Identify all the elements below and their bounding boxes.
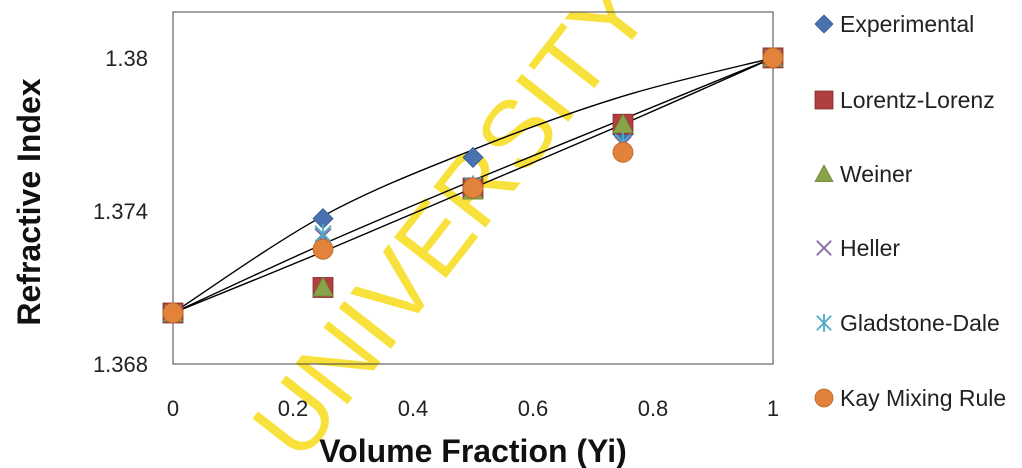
y-tick-label: 1.38 xyxy=(105,46,148,71)
legend-label-heller: Heller xyxy=(840,235,900,261)
x-tick-label: 0.2 xyxy=(278,396,309,421)
point-kay-mixing-rule-4 xyxy=(612,141,634,163)
legend-label-gladstone-dale: Gladstone-Dale xyxy=(840,310,1000,336)
x-axis-title: Volume Fraction (Yi) xyxy=(319,433,627,468)
y-tick-label: 1.374 xyxy=(93,199,148,224)
point-kay-mixing-rule-5 xyxy=(762,47,784,69)
x-tick-label: 0.4 xyxy=(398,396,429,421)
legend-marker-weiner xyxy=(814,164,834,183)
legend-marker-kay-mixing-rule xyxy=(814,388,834,408)
point-weiner-2 xyxy=(312,276,334,297)
legend-label-experimental: Experimental xyxy=(840,11,974,37)
x-tick-label: 0.8 xyxy=(638,396,669,421)
point-kay-mixing-rule-2 xyxy=(312,238,334,260)
legend-label-weiner: Weiner xyxy=(840,161,913,187)
point-kay-mixing-rule-1 xyxy=(162,302,184,324)
legend-marker-heller xyxy=(816,240,832,256)
x-tick-label: 0.6 xyxy=(518,396,549,421)
point-kay-mixing-rule-3 xyxy=(462,177,484,199)
point-experimental-3 xyxy=(462,146,484,168)
legend-marker-experimental xyxy=(814,14,834,34)
legend-label-kay-mixing-rule: Kay Mixing Rule xyxy=(840,385,1006,411)
legend-marker-gladstone-dale xyxy=(816,314,832,332)
x-tick-label: 1 xyxy=(767,396,779,421)
x-tick-label: 0 xyxy=(167,396,179,421)
plot-area xyxy=(172,11,774,365)
legend-label-lorentz-lorenz: Lorentz-Lorenz xyxy=(840,87,995,113)
legend-marker-lorentz-lorenz xyxy=(814,90,834,110)
y-axis-title: Refractive Index xyxy=(11,78,47,325)
y-tick-label: 1.368 xyxy=(93,352,148,377)
